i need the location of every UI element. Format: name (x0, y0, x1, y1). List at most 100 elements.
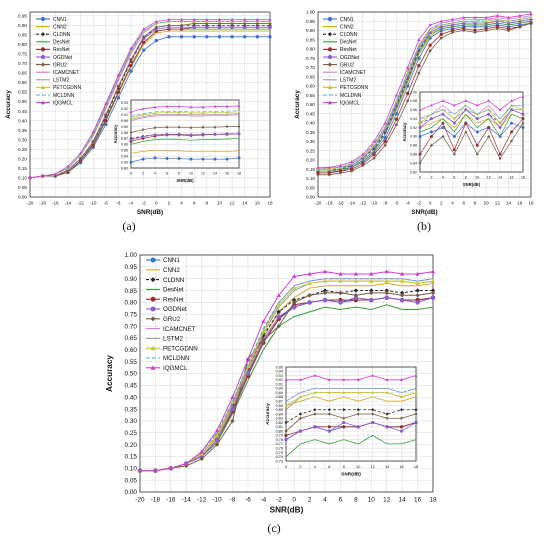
panel-b-inset-point-ogdnet (475, 117, 479, 121)
panel-b-point-petcgdnn (405, 71, 410, 75)
panel-c-inset-x-tick-label: 16 (399, 465, 403, 469)
panel-b-inset-point-iqgmcl (464, 99, 468, 102)
panel-c-inset-line-iqgmcl (286, 375, 417, 381)
panel-c-point-ogdnet (230, 406, 235, 412)
panel-a-line-gru2 (29, 23, 270, 179)
panel-c-inset-y-tick-label: 0.74 (276, 455, 283, 459)
panel-c-inset-point-cldnn (399, 408, 404, 412)
panel-a-inset-point-iqgmcl (129, 110, 133, 113)
panel-b-legend-label: MCLDNN (340, 93, 362, 99)
panel-c-inset-point-petcgdnn (327, 391, 331, 394)
panel-a-point-cnn1 (255, 35, 260, 39)
panel-b-point-iqgmcl (495, 14, 500, 17)
panel-b-point-gru2 (372, 156, 376, 160)
panel-a-inset-y-tick-label: 0.92 (121, 107, 128, 111)
panel-a-x-tick-label: 18 (267, 201, 273, 206)
panel-b-line-ogdnet (318, 19, 532, 170)
panel-c-legend-marker (150, 365, 156, 370)
panel-c-y-tick-label: 1.00 (125, 252, 138, 259)
panel-c-inset-line-cldnn (285, 409, 416, 423)
panel-a-inset-point-iqgmcl (165, 105, 169, 108)
panel-a-point-iqgmcl (53, 172, 57, 176)
panel-c-label: (c) (267, 521, 280, 535)
panel-b-inset-series-resnet (418, 117, 525, 156)
panel-a-inset-point-iqgmcl (213, 105, 217, 108)
panel-c-inset-point-iqgmcl (399, 378, 404, 381)
panel-b-point-iqgmcl (316, 165, 320, 169)
panel-b-x-tick-label: -2 (417, 201, 422, 206)
panel-c-inset-y-tick-label: 0.87 (276, 400, 283, 404)
panel-a-inset-x-tick-label: 12 (201, 172, 205, 176)
panel-a-x-tick-label: -8 (104, 201, 109, 206)
panel-c-inset-point-cldnn (414, 408, 418, 412)
panel-c-inset-point-ogdnet (399, 429, 404, 433)
panel-b-y-tick-label: 0.20 (306, 158, 315, 163)
panel-a-inset-line-icamcnet (130, 114, 240, 122)
panel-c-point-cldnn (384, 288, 389, 293)
panel-a-inset-point-gru2 (237, 125, 241, 129)
panel-c-x-tick-label: 10 (368, 496, 376, 503)
panel-b-inset-series-cnn2 (419, 113, 524, 129)
panel-b-inset-point-iqgmcl (475, 103, 479, 107)
panel-b-label: (b) (417, 219, 431, 233)
panel-b-y-tick-label: 0.65 (306, 74, 315, 79)
panel-b-inset-x-axis-label: SNR(dB) (463, 182, 481, 187)
panel-a-point-gru2 (91, 139, 95, 144)
panel-b-point-iqgmcl (439, 19, 444, 23)
panel-b-point-iqgmcl (518, 14, 522, 17)
panel-b-inset-point-resnet (510, 130, 514, 134)
panel-c-inset-point-ogdnet (327, 429, 331, 433)
panel-c-inset-point-ogdnet (284, 438, 288, 442)
panel-b-inset-point-iqgmcl (510, 99, 514, 102)
panel-c-x-tick-label: 8 (354, 496, 358, 503)
panel-c-x-tick-label: -6 (245, 496, 251, 503)
panel-c-point-ogdnet (430, 295, 436, 300)
panel-b-point-cnn1 (473, 25, 477, 29)
panel-c-inset-point-iqgmcl (327, 378, 331, 381)
panel-c-inset-y-tick-label: 0.85 (276, 408, 283, 412)
panel-b-point-petcgdnn (327, 167, 331, 171)
panel-b-inset-point-cnn1 (429, 130, 433, 134)
panel-c-inset-point-cldnn (385, 412, 389, 416)
panel-a-inset-point-iqgmcl (141, 107, 145, 110)
panel-a-x-tick-label: -6 (116, 201, 121, 206)
panel-c-point-petcgdnn (353, 278, 359, 283)
panel-c-inset-point-resnet (399, 425, 404, 429)
panel-c-inset-point-iqgmcl (385, 378, 389, 381)
panel-b-x-tick-label: 4 (451, 201, 454, 206)
panel-a-inset-point-gru2 (189, 126, 193, 130)
panel-b-inset-x-tick-label: 6 (453, 176, 455, 180)
panel-c-inset-y-tick-label: 0.73 (276, 459, 283, 463)
panel-a-point-iqgmcl (129, 46, 133, 50)
panel-c-point-iqgmcl (307, 271, 312, 276)
panel-c-inset-y-tick-label: 0.89 (276, 391, 283, 395)
panel-a-point-petcgdnn (230, 19, 234, 23)
panel-c-point-ogdnet (415, 300, 420, 305)
panel-c-inset-series-ogdnet (284, 420, 418, 442)
panel-b-x-tick-label: -10 (371, 201, 378, 206)
panel-a-inset-point-ogdnet (189, 133, 193, 137)
panel-c-point-ogdnet (276, 314, 281, 319)
panel-b-y-tick-label: 1.00 (306, 10, 315, 15)
panel-b-inset-x-tick-label: 14 (498, 176, 502, 180)
panel-a-x-tick-label: 16 (255, 201, 261, 206)
panel-b-point-iqgmcl (484, 15, 488, 19)
panel-b-y-tick-label: 0.60 (306, 84, 315, 89)
panel-c-inset-point-ogdnet (414, 420, 418, 425)
panel-c-inset-point-petcgdnn (399, 395, 404, 399)
panel-a-point-cnn1 (179, 35, 184, 39)
panel-b-inset-plot: 0.82 0.84 0.86 0.88 0.90 0.92 0.94 0.96 0.98 1.00… (402, 90, 525, 187)
panel-a-x-tick-label: 12 (230, 201, 236, 206)
panel-a-inset-line-lstm2 (130, 113, 240, 120)
panel-b-x-tick-label: 8 (474, 201, 477, 206)
panel-b-inset-y-tick-label: 0.82 (410, 170, 417, 174)
panel-c-point-petcgdnn (338, 278, 343, 283)
panel-a-y-tick-label: 0.30 (18, 137, 27, 142)
panel-a-legend-marker (40, 16, 46, 22)
panel-c-inset-y-tick-label: 0.84 (276, 412, 283, 416)
panel-b-inset-series-ogdnet (418, 108, 525, 130)
panel-b-x-tick-label: -18 (326, 201, 333, 206)
panel-a-inset-point-cnn1 (201, 157, 205, 161)
panel-a-legend-label: OGDNet (53, 55, 73, 61)
panel-c-x-tick-label: -16 (166, 496, 176, 503)
